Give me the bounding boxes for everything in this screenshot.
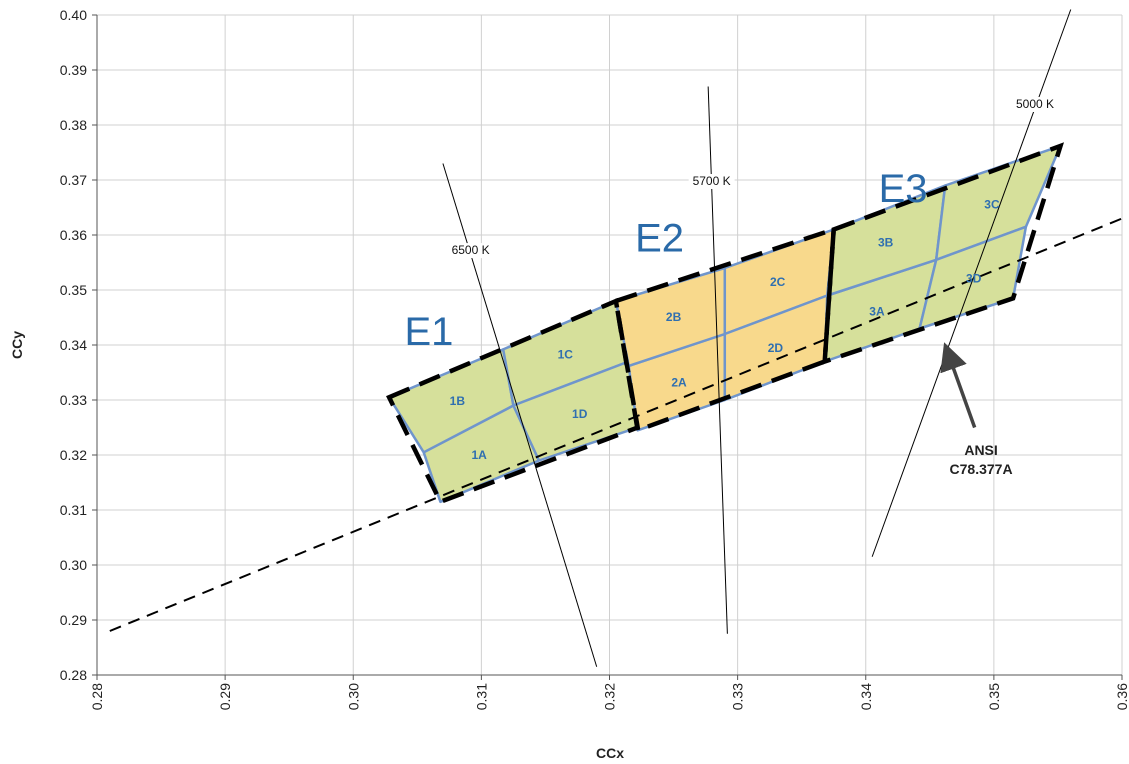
grid <box>96 14 1123 676</box>
annotation-arrow <box>940 342 977 429</box>
y-tick-label: 0.35 <box>60 282 87 298</box>
bin-label-3d: 3D <box>966 271 982 285</box>
x-tick-label: 0.34 <box>858 683 874 710</box>
labels: 1A 1B 1C 1D 2A 2B 2C 2D 3A 3B 3C 3D E1 E2 E3 ANSI C78.37… <box>405 167 1013 477</box>
y-tick-label: 0.38 <box>60 117 87 133</box>
group-label-e3: E3 <box>879 167 928 211</box>
bin-label-2d: 2D <box>768 341 784 355</box>
x-tick-label: 0.32 <box>602 683 618 710</box>
annotation-text-line1: ANSI <box>964 442 997 458</box>
y-tick-label: 0.32 <box>60 447 87 463</box>
planckian-locus-line <box>109 217 1123 632</box>
planckian-locus <box>109 217 1123 632</box>
x-axis-title: CCx <box>596 745 624 761</box>
y-tick-label: 0.36 <box>60 227 87 243</box>
y-tick-label: 0.37 <box>60 172 87 188</box>
x-tick-label: 0.31 <box>473 683 489 710</box>
y-axis-title: CCy <box>9 331 25 359</box>
annotation-text-line2: C78.377A <box>950 461 1013 477</box>
cct-label-5700k: 5700 K <box>693 174 731 188</box>
bin-label-3c: 3C <box>984 197 1000 211</box>
bin-label-1b: 1B <box>450 394 466 408</box>
y-tick-label: 0.39 <box>60 62 87 78</box>
group-label-e1: E1 <box>405 310 454 354</box>
bin-label-2c: 2C <box>770 275 786 289</box>
x-tick-label: 0.30 <box>345 683 361 710</box>
axes: 0.28 0.29 0.30 0.31 0.32 0.33 0.34 0.35 0.36 0.28… <box>60 7 1129 710</box>
y-tick-label: 0.29 <box>60 612 87 628</box>
cct-label-bg <box>688 174 735 190</box>
cct-label-bg <box>447 243 494 259</box>
bin-label-3b: 3B <box>878 236 894 250</box>
y-tick-label: 0.31 <box>60 502 87 518</box>
y-tick-label: 0.34 <box>60 337 87 353</box>
group-label-e2: E2 <box>635 217 684 261</box>
cct-label-5000k: 5000 K <box>1016 97 1054 111</box>
bin-label-1c: 1C <box>558 347 574 361</box>
x-tick-label: 0.28 <box>89 683 105 710</box>
bin-label-1a: 1A <box>471 448 487 462</box>
outline-e2 <box>613 226 837 434</box>
bins <box>387 144 1062 504</box>
group-outlines <box>386 142 1065 505</box>
bin-label-2a: 2A <box>671 376 687 390</box>
cct-label-bg <box>1012 97 1059 113</box>
y-tick-label: 0.30 <box>60 557 87 573</box>
y-tick-label: 0.33 <box>60 392 87 408</box>
bin-label-1d: 1D <box>572 407 588 421</box>
x-tick-label: 0.29 <box>217 683 233 710</box>
cct-label-6500k: 6500 K <box>452 243 490 257</box>
y-tick-label: 0.40 <box>60 7 87 23</box>
y-tick-label: 0.28 <box>60 667 87 683</box>
outline-e3 <box>822 142 1065 365</box>
x-tick-label: 0.35 <box>986 683 1002 710</box>
bin-label-3a: 3A <box>869 304 885 318</box>
cct-lines: 6500 K 5700 K 5000 K <box>442 9 1072 667</box>
x-tick-label: 0.33 <box>730 683 746 710</box>
bin-label-2b: 2B <box>666 310 682 324</box>
x-tick-label: 0.36 <box>1114 683 1129 710</box>
